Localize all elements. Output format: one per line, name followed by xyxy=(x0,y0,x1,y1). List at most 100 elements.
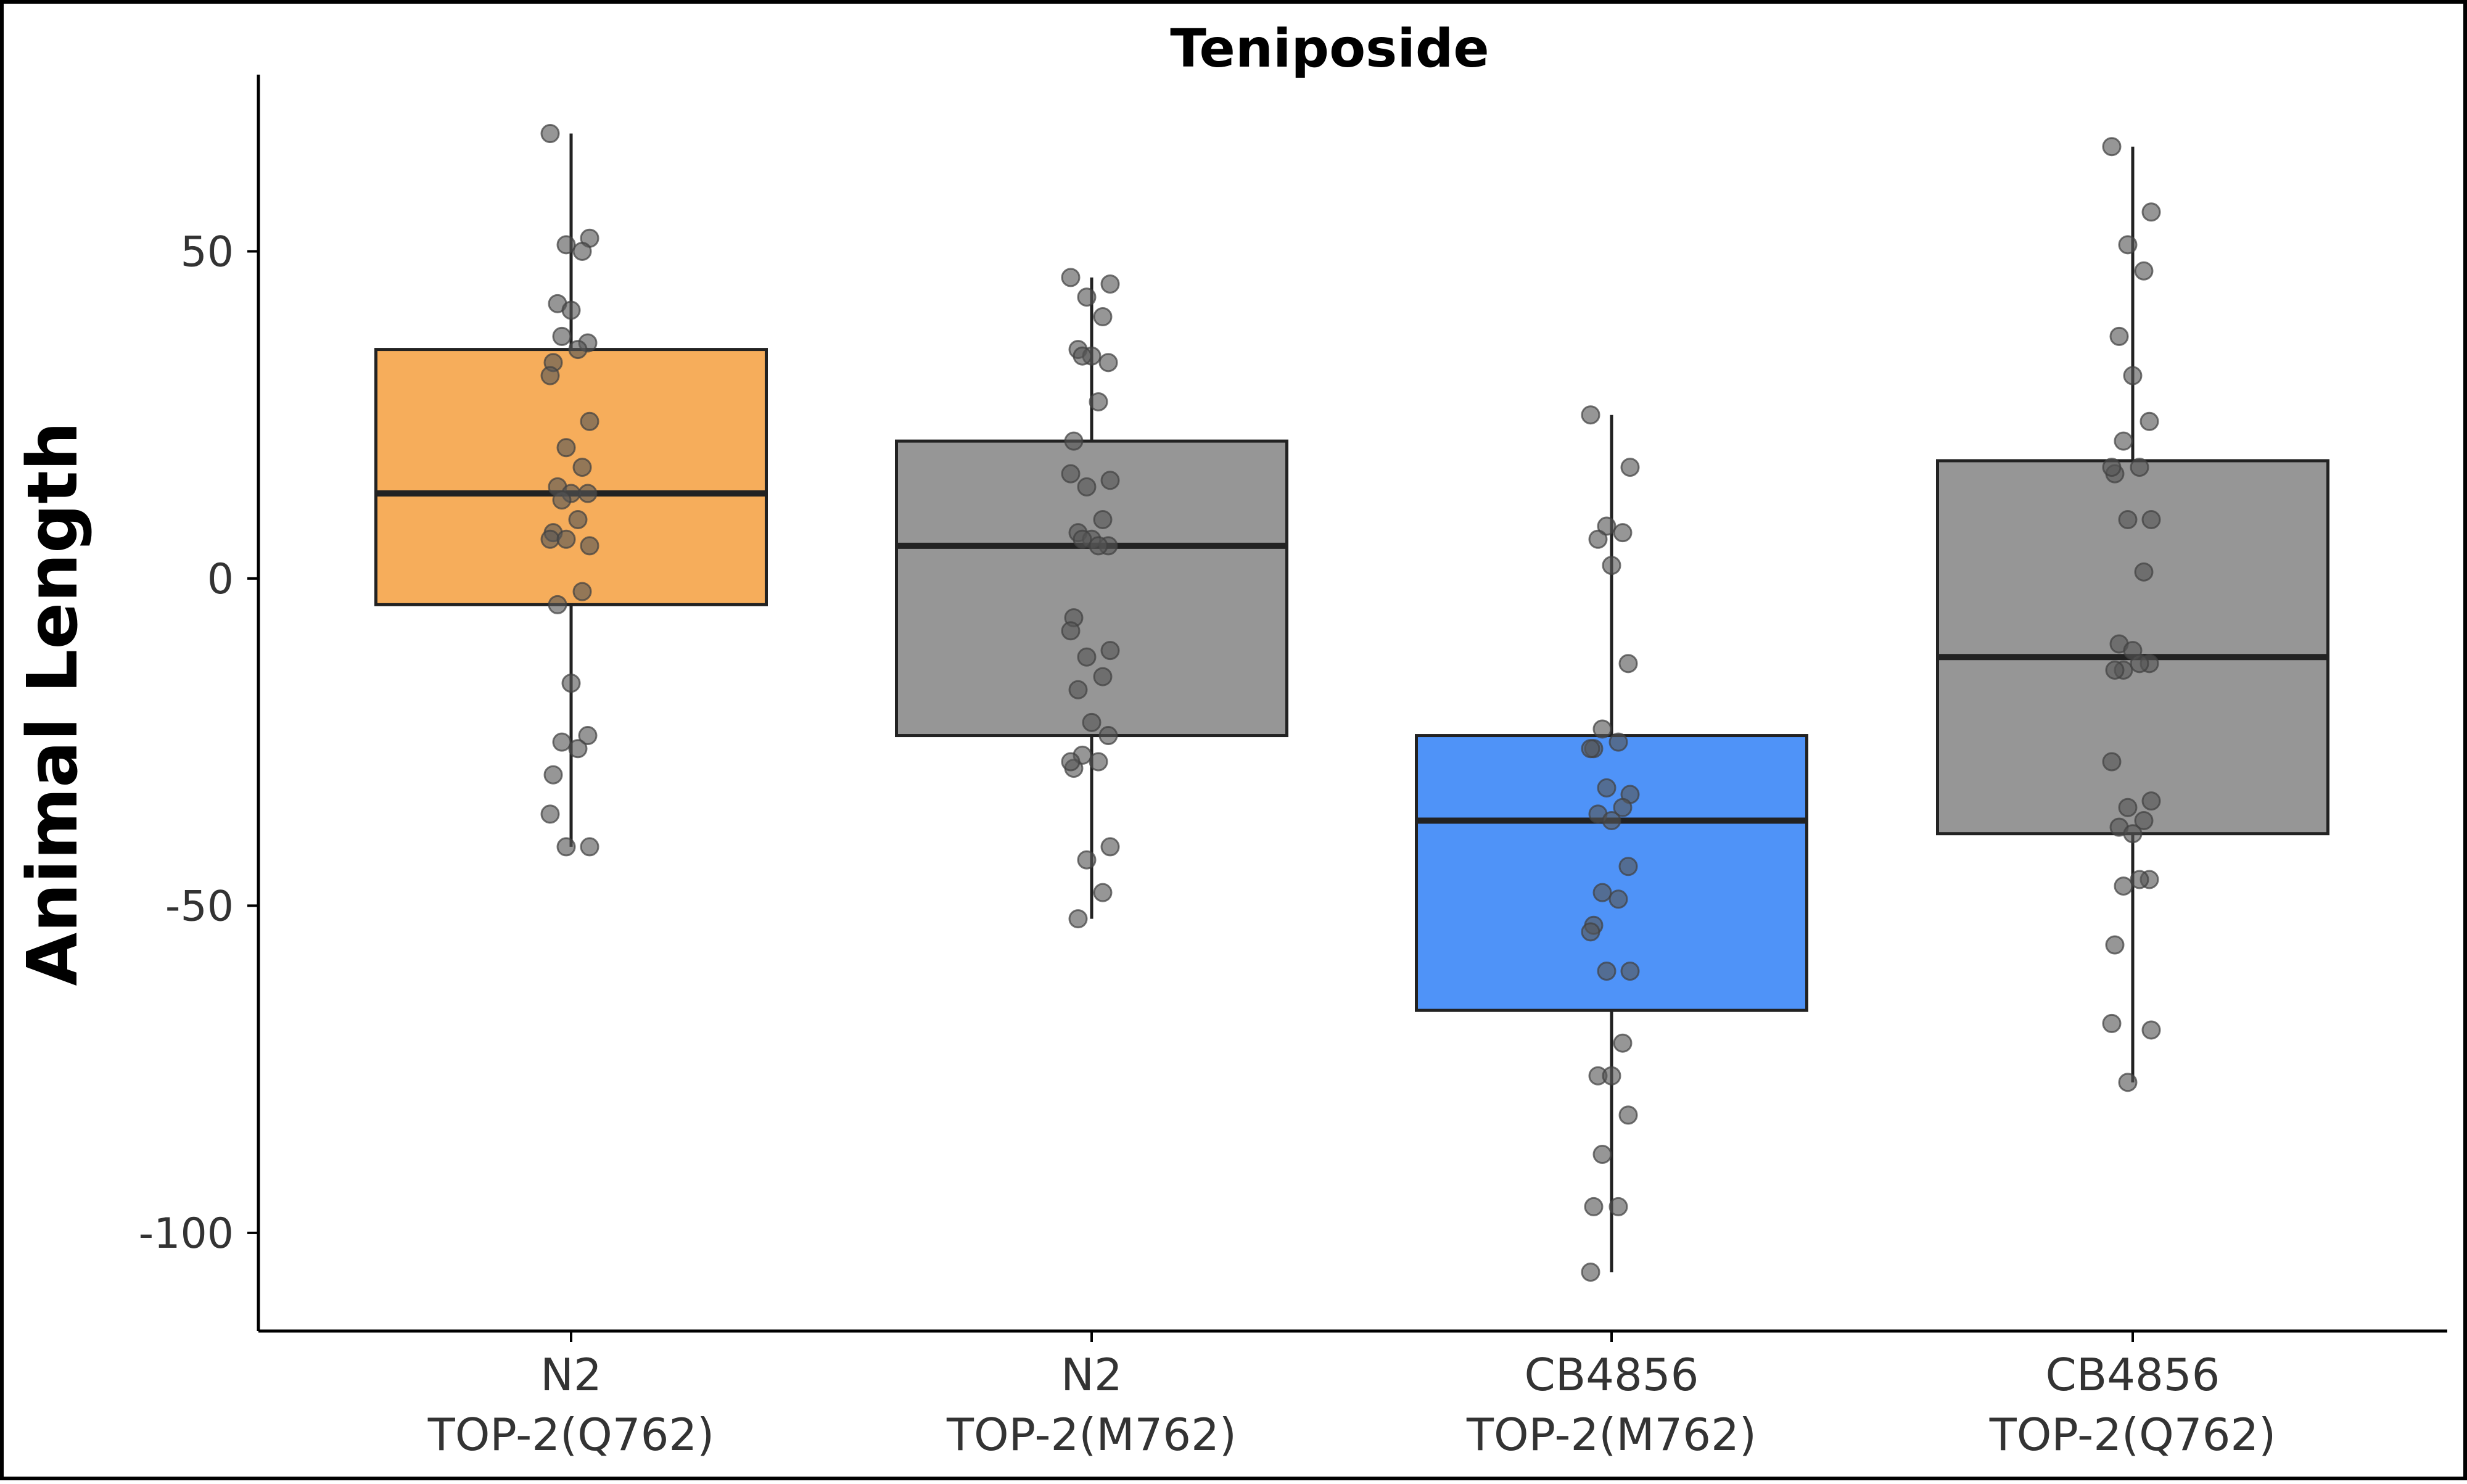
data-point xyxy=(1061,752,1081,772)
data-point xyxy=(556,438,576,458)
data-point xyxy=(2130,870,2149,889)
x-category-label-line1: N2 xyxy=(540,1349,602,1401)
x-category-label-line2: TOP-2(M762) xyxy=(1466,1409,1757,1461)
data-point xyxy=(1100,641,1120,661)
data-point xyxy=(2123,366,2143,385)
data-point xyxy=(1613,798,1633,817)
data-point xyxy=(568,509,588,529)
data-point xyxy=(1618,654,1638,674)
data-point xyxy=(556,837,576,857)
data-point xyxy=(1061,268,1081,287)
y-tick-label: -50 xyxy=(165,882,234,931)
data-point xyxy=(548,595,567,614)
data-point xyxy=(552,490,572,510)
data-point xyxy=(578,726,598,746)
x-category-label-line2: TOP-2(Q762) xyxy=(427,1409,715,1461)
data-point xyxy=(2123,824,2143,844)
data-point xyxy=(1077,647,1097,667)
data-point xyxy=(580,536,599,556)
data-point xyxy=(580,837,599,857)
data-point xyxy=(572,582,592,601)
data-point xyxy=(572,241,592,261)
data-point xyxy=(1581,739,1600,759)
box xyxy=(374,348,768,606)
data-point xyxy=(1098,353,1118,373)
data-point xyxy=(540,123,560,143)
data-point xyxy=(561,300,581,320)
data-point xyxy=(1581,1263,1600,1282)
data-point xyxy=(2114,876,2133,896)
data-point xyxy=(1082,712,1102,732)
data-point xyxy=(1588,529,1608,549)
data-point xyxy=(552,326,572,346)
data-point xyxy=(2130,654,2149,674)
data-point xyxy=(1100,274,1120,294)
data-point xyxy=(1592,1145,1612,1165)
data-point xyxy=(2102,1013,2122,1033)
data-point xyxy=(1602,556,1621,575)
data-point xyxy=(1093,667,1113,686)
x-category-label-line1: N2 xyxy=(1061,1349,1122,1401)
data-point xyxy=(2118,509,2138,529)
y-axis-label: Animal Length xyxy=(13,422,93,986)
data-point xyxy=(1073,346,1092,366)
data-point xyxy=(1602,1066,1621,1086)
data-point xyxy=(2109,326,2129,346)
data-point xyxy=(1061,464,1081,484)
data-point xyxy=(1073,529,1092,549)
data-point xyxy=(1077,850,1097,870)
data-point xyxy=(2134,562,2154,582)
data-point xyxy=(2141,791,2161,811)
data-point xyxy=(1602,810,1621,830)
data-point xyxy=(540,804,560,824)
data-point xyxy=(1597,961,1617,981)
data-point xyxy=(1581,922,1600,942)
data-point xyxy=(1068,909,1088,929)
data-point xyxy=(578,484,598,503)
data-point xyxy=(2105,660,2125,680)
data-point xyxy=(2141,202,2161,222)
data-point xyxy=(1089,752,1108,772)
data-point xyxy=(1093,509,1113,529)
data-point xyxy=(556,235,576,255)
x-category-label-line1: CB4856 xyxy=(1525,1349,1699,1401)
data-point xyxy=(1100,837,1120,857)
data-point xyxy=(2114,431,2133,451)
y-tick-label: 0 xyxy=(207,555,234,604)
data-point xyxy=(540,366,560,385)
data-point xyxy=(2141,1020,2161,1040)
data-point xyxy=(2140,411,2159,431)
data-point xyxy=(2102,752,2122,772)
data-point xyxy=(561,674,581,693)
boxplot-chart: Teniposide Animal Length 50 0 -50 -100 N2 TOP-2… xyxy=(13,18,2447,1461)
data-point xyxy=(1597,778,1617,798)
data-point xyxy=(2130,458,2149,477)
data-point xyxy=(1613,1033,1633,1053)
data-point xyxy=(1620,458,1640,477)
data-point xyxy=(1613,523,1633,543)
data-point xyxy=(1061,621,1081,641)
data-point xyxy=(1584,1197,1604,1216)
data-point xyxy=(543,765,563,785)
data-point xyxy=(1608,732,1628,752)
data-point xyxy=(568,739,588,759)
data-point xyxy=(1064,431,1084,451)
data-point xyxy=(1077,477,1097,497)
data-point xyxy=(1618,857,1638,876)
data-point xyxy=(580,411,599,431)
data-point xyxy=(1089,392,1108,411)
data-point xyxy=(2141,509,2161,529)
x-category-label-line2: TOP-2(M762) xyxy=(946,1409,1237,1461)
data-point xyxy=(1100,471,1120,490)
data-point xyxy=(2118,235,2138,255)
data-point xyxy=(540,529,560,549)
data-point xyxy=(2102,458,2122,477)
data-point xyxy=(572,458,592,477)
data-point xyxy=(556,529,576,549)
x-category-label-line2: TOP-2(Q762) xyxy=(1989,1409,2276,1461)
data-point xyxy=(1608,1197,1628,1216)
data-point xyxy=(1620,961,1640,981)
data-point xyxy=(1093,307,1113,327)
data-point xyxy=(552,732,572,752)
